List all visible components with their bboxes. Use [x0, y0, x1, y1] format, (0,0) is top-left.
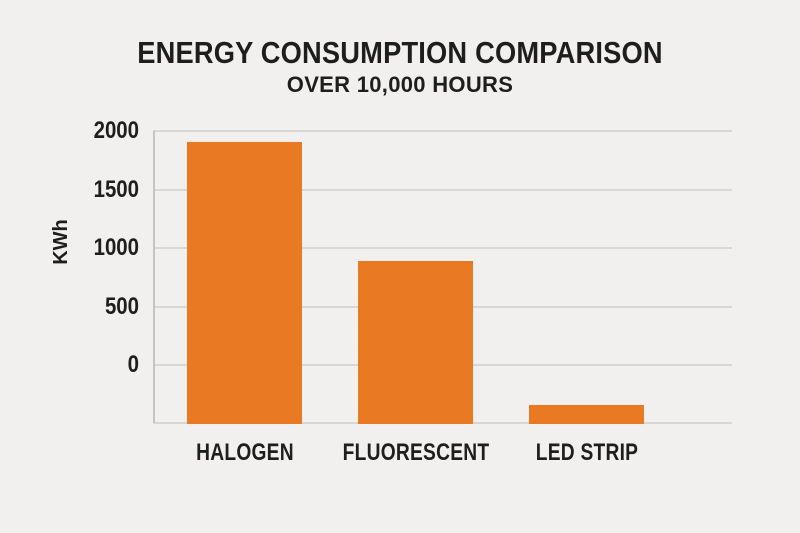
y-tick-label: 2000 — [93, 117, 139, 144]
y-tick-label: 0 — [127, 351, 139, 378]
bar-fluorescent — [358, 260, 473, 424]
y-axis-line — [153, 131, 155, 423]
chart-subtitle: OVER 10,000 HOURS — [286, 72, 514, 97]
gridline — [153, 130, 732, 132]
y-tick-label: 1000 — [93, 234, 139, 261]
y-tick-label: 1500 — [93, 175, 139, 203]
x-category-label: FLUORESCENT — [342, 439, 489, 466]
chart-title: ENERGY CONSUMPTION COMPARISON — [137, 35, 663, 70]
y-tick-label: 500 — [104, 292, 139, 320]
bar-halogen — [187, 141, 302, 424]
x-category-label: HALOGEN — [195, 439, 294, 466]
bar-led-strip — [529, 405, 644, 424]
gridline — [153, 247, 732, 249]
gridline — [153, 188, 732, 191]
x-category-label: LED STRIP — [535, 439, 638, 466]
